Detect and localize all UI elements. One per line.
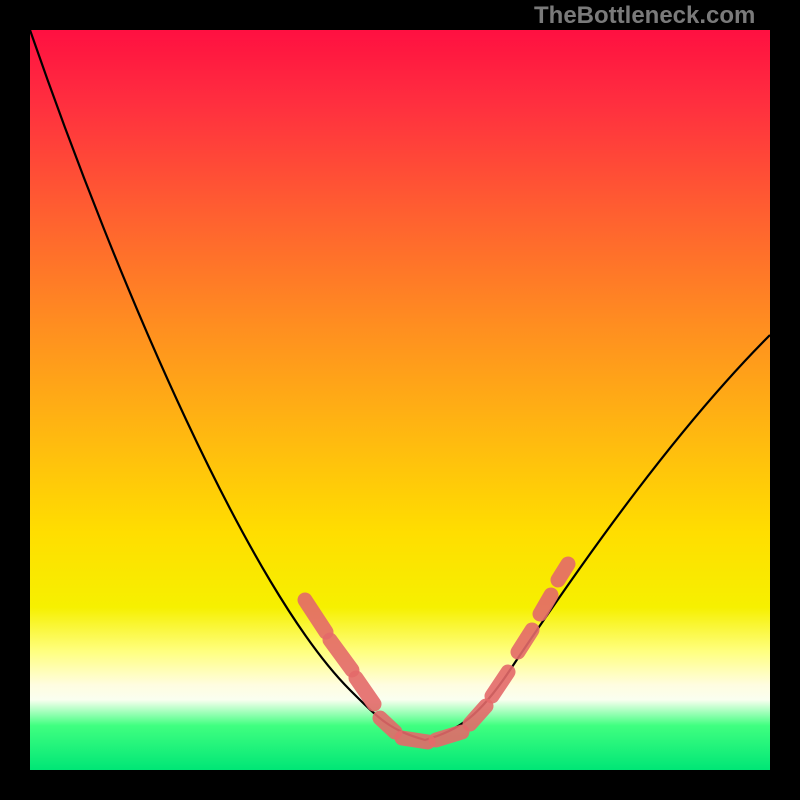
gradient-background bbox=[30, 30, 770, 770]
watermark-text: TheBottleneck.com bbox=[534, 2, 755, 30]
bottleneck-curve-svg bbox=[0, 0, 800, 800]
